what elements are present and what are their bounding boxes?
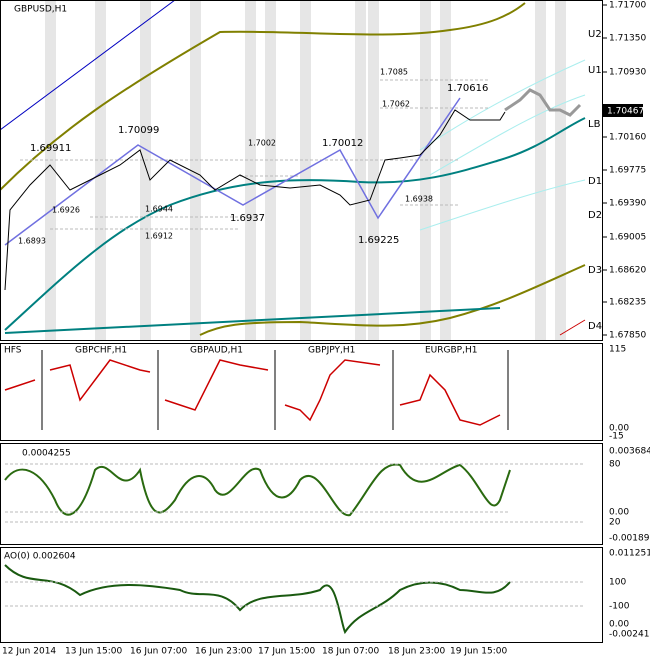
current-price: 1.70467 [607,107,644,117]
time-label: 18 Jun 23:00 [388,647,445,657]
price-label: 1.69005 [609,233,646,243]
panel3-axis: 0.00 [609,508,629,518]
panel2-frame [0,343,603,441]
price-label: 1.68235 [609,298,646,308]
time-label: 16 Jun 23:00 [195,647,252,657]
upper-channel [0,0,176,131]
panel3-axis: 80 [609,460,621,470]
panel4-axis: -100 [609,602,630,612]
band [555,1,566,340]
upper-envelope [0,2,526,191]
price-label: 1.71700 [609,1,646,11]
time-label: 17 Jun 15:00 [258,647,315,657]
level-lines [20,79,490,230]
panel-title: HFS [4,346,22,356]
annotation: 1.69225 [358,235,399,246]
price-label: 1.70930 [609,68,646,78]
panel4-levels [5,581,585,607]
band [420,1,431,340]
annotation: 1.70099 [118,125,159,136]
level-label: U2 [588,29,602,40]
time-label: 18 Jun 07:00 [322,647,379,657]
panel4-frame [0,547,603,643]
time-label: 19 Jun 15:00 [450,647,507,657]
panel-title: 0.0004255 [22,449,71,459]
level-label: D1 [588,176,602,187]
annotation: 1.69911 [30,143,71,154]
lower-envelope [199,264,586,336]
price-label: 1.69390 [609,199,646,209]
annotation: 1.6944 [145,205,173,214]
panel4-axis: -0.002419 [609,630,650,640]
window-title: GBPUSD,H1 [14,5,67,15]
price-label: 1.69775 [609,166,646,176]
session-bands [45,1,566,340]
fan-lines [419,59,586,231]
level-label: D3 [588,265,602,276]
panel3-frame [0,443,603,545]
annotation: 1.70616 [447,83,488,94]
moving-average [4,117,586,331]
symbol-label: EURGBP,H1 [425,346,477,356]
band [535,1,546,340]
annotation: 1.6937 [230,213,265,224]
stochastic [4,463,511,517]
long-average [4,307,501,334]
price-label: 1.67850 [609,331,646,341]
panel-title: AO(0) 0.002604 [4,552,76,562]
band [95,1,106,340]
main-frame [0,0,603,341]
annotation: 1.6938 [405,195,433,204]
panel2-separators [41,350,509,430]
band [190,1,201,340]
band [300,1,311,340]
level-label: D2 [588,210,602,221]
panel3-axis: -0.001896 [609,534,650,544]
hfs-series [4,359,501,426]
band [265,1,276,340]
level-label: LB [588,119,601,130]
current-price-box [603,104,643,117]
panel2-axis: -15 [609,432,624,442]
panel3-axis: 0.003684 [609,447,650,457]
ao-line [4,564,511,635]
band [245,1,256,340]
time-label: 13 Jun 15:00 [65,647,122,657]
price-label: 1.71350 [609,34,646,44]
annotation: 1.70012 [322,138,363,149]
annotation: 1.7062 [382,100,410,109]
panel2-axis: 0.00 [609,424,629,434]
panel3-axis: 20 [609,518,621,528]
annotation: 1.6926 [52,206,80,215]
forecast [504,88,582,117]
annotation: 1.7002 [248,139,276,148]
symbol-label: GBPJPY,H1 [308,346,355,356]
panel4-axis: 100 [609,578,626,588]
price-line [4,109,506,291]
annotation: 1.6893 [18,237,46,246]
panel4-axis: 0.011251 [609,549,650,559]
annotation: 1.6912 [145,232,173,241]
band [440,1,451,340]
price-label: 1.68620 [609,266,646,276]
symbol-label: GBPAUD,H1 [190,346,243,356]
band [355,1,366,340]
red-line [559,319,586,336]
band [140,1,151,340]
panel4-axis: 0.00 [609,620,629,630]
panel3-levels [5,463,585,523]
band [368,1,379,340]
time-label: 12 Jun 2014 [2,647,56,657]
level-label: U1 [588,65,602,76]
level-label: D4 [588,321,602,332]
panel2-axis: 115 [609,345,626,355]
zigzag [4,97,461,246]
price-label: 1.70160 [609,133,646,143]
time-label: 16 Jun 07:00 [130,647,187,657]
annotation: 1.7085 [380,68,408,77]
symbol-label: GBPCHF,H1 [75,346,127,356]
band [45,1,56,340]
